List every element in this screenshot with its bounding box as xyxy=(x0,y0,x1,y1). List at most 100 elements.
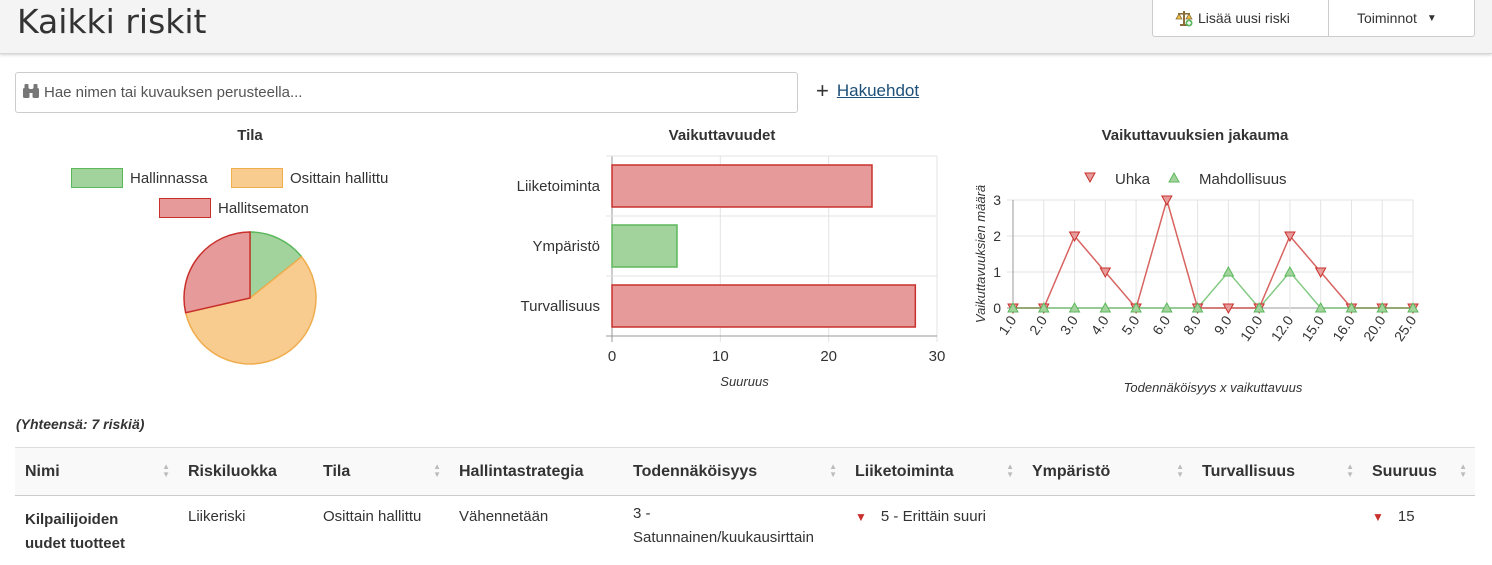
series-point xyxy=(1037,301,1050,313)
risk-safety-cell xyxy=(1192,496,1362,565)
risk-environment-cell xyxy=(1022,496,1192,565)
x-axis-label: Suuruus xyxy=(720,374,769,389)
binoculars-icon xyxy=(22,83,40,103)
x-tick-label: 20 xyxy=(820,348,837,365)
actions-dropdown-button[interactable]: Toiminnot ▼ xyxy=(1329,0,1474,36)
x-tick-label: 9.0 xyxy=(1211,312,1235,337)
series-point xyxy=(1407,301,1419,313)
series-point xyxy=(1284,265,1296,277)
sort-icon: ▲ ▼ xyxy=(1459,462,1467,479)
column-header-name[interactable]: Nimi ▲ ▼ xyxy=(25,462,170,480)
column-header-strategy[interactable]: Hallintastrategia xyxy=(459,462,584,480)
column-header-magnitude[interactable]: Suuruus ▲ ▼ xyxy=(1372,462,1467,480)
series-point xyxy=(1253,301,1266,313)
legend-opportunity-marker xyxy=(1168,171,1180,183)
category-label: Liiketoiminta xyxy=(517,178,601,195)
sort-icon: ▲ ▼ xyxy=(162,462,170,479)
page-header: Kaikki riskit Lisää uusi riski Toiminnot… xyxy=(0,0,1492,54)
legend-label: Osittain hallittu xyxy=(290,169,389,187)
risk-probability-cell: 3 - Satunnainen/kuukausirttain xyxy=(623,496,845,565)
bar-chart-title: Vaikuttavuudet xyxy=(668,127,776,144)
series-point xyxy=(1314,267,1327,279)
legend-item-uncontrolled: Hallitsematon xyxy=(159,198,309,218)
y-tick-label: 3 xyxy=(993,192,1001,208)
risk-class-cell: Liikeriski xyxy=(188,508,246,525)
column-header-status[interactable]: Tila ▲ ▼ xyxy=(323,462,441,480)
sort-icon: ▲ ▼ xyxy=(1176,462,1184,479)
legend-item-controlled: Hallinnassa xyxy=(71,168,208,188)
pie-slice-2 xyxy=(183,231,251,314)
legend-swatch xyxy=(71,168,123,188)
x-tick-label: 20.0 xyxy=(1360,312,1389,344)
column-header-environment[interactable]: Ympäristö ▲ ▼ xyxy=(1032,462,1184,480)
series-point xyxy=(1007,301,1019,313)
series-point xyxy=(1130,301,1142,313)
series-point xyxy=(1068,301,1081,313)
series-point xyxy=(1222,265,1235,277)
pie-slice-0 xyxy=(249,231,303,300)
risk-status-cell: Osittain hallittu xyxy=(323,508,422,525)
column-header-business[interactable]: Liiketoiminta ▲ ▼ xyxy=(855,462,1014,480)
page-title: Kaikki riskit xyxy=(17,2,207,41)
risk-name-cell[interactable]: Kilpailijoiden uudet tuotteet xyxy=(15,496,178,565)
series-point xyxy=(1099,301,1112,313)
scale-icon xyxy=(1175,9,1193,27)
series-point xyxy=(1314,301,1327,313)
threat-triangle-icon: ▼ xyxy=(855,510,867,524)
x-axis-label: Todennäköisyys x vaikuttavuus xyxy=(1124,380,1303,395)
risk-count-summary: (Yhteensä: 7 riskiä) xyxy=(16,416,145,432)
bar-2 xyxy=(611,284,917,328)
x-tick-label: 0 xyxy=(608,348,616,365)
x-tick-label: 30 xyxy=(929,348,946,365)
legend-opportunity-label: Mahdollisuus xyxy=(1199,171,1287,188)
sort-icon: ▲ ▼ xyxy=(1346,462,1354,479)
risk-business-cell: ▼ 5 - Erittäin suuri xyxy=(845,496,1022,565)
bar-1 xyxy=(611,224,678,268)
pie-chart-title: Tila xyxy=(237,127,263,144)
category-label: Ympäristö xyxy=(532,238,600,255)
search-box xyxy=(15,72,798,113)
legend-swatch xyxy=(159,198,211,218)
risk-name-line2[interactable]: uudet tuotteet xyxy=(25,535,125,552)
advanced-search: + Hakuehdot xyxy=(816,80,919,102)
table-row[interactable]: Kilpailijoiden uudet tuotteet Liikeriski… xyxy=(15,496,1475,565)
x-tick-label: 5.0 xyxy=(1118,312,1142,337)
series-line-0 xyxy=(1013,197,1413,310)
x-tick-label: 15.0 xyxy=(1298,312,1327,344)
actions-label: Toiminnot xyxy=(1357,10,1417,26)
x-tick-label: 25.0 xyxy=(1391,312,1420,344)
sort-icon: ▲ ▼ xyxy=(829,462,837,479)
risk-magnitude-cell: ▼ 15 xyxy=(1362,496,1475,565)
column-header-safety[interactable]: Turvallisuus ▲ ▼ xyxy=(1202,462,1354,480)
column-header-class[interactable]: Riskiluokka xyxy=(188,462,277,480)
add-risk-button[interactable]: Lisää uusi riski xyxy=(1153,0,1329,36)
series-point xyxy=(1160,301,1173,313)
table-header-row: Nimi ▲ ▼ Riskiluokka Tila ▲ ▼ Hallintastrate… xyxy=(15,447,1475,496)
x-tick-label: 12.0 xyxy=(1268,312,1297,344)
risk-name-line1[interactable]: Kilpailijoiden xyxy=(25,511,119,528)
legend-label: Hallitsematon xyxy=(218,199,309,217)
magnitude-value: 15 xyxy=(1397,508,1415,525)
x-tick-label: 2.0 xyxy=(1026,312,1050,337)
series-point xyxy=(1345,301,1358,313)
column-header-probability[interactable]: Todennäköisyys ▲ ▼ xyxy=(633,462,837,480)
x-tick-label: 8.0 xyxy=(1180,312,1204,337)
x-tick-label: 10.0 xyxy=(1237,312,1266,344)
search-input[interactable] xyxy=(44,84,764,101)
impact-distribution-line-chart: Uhka Mahdollisuus 0 1 2 3 1.0 2.0 3.0 4.0 5.0 6.0 8.… xyxy=(973,171,1420,395)
series-point xyxy=(1160,195,1173,207)
advanced-search-link[interactable]: Hakuehdot xyxy=(836,81,920,100)
risks-table: Nimi ▲ ▼ Riskiluokka Tila ▲ ▼ Hallintastrate… xyxy=(15,447,1475,565)
risk-strategy-cell: Vähennetään xyxy=(459,508,549,525)
y-tick-label: 2 xyxy=(993,228,1001,244)
legend-swatch xyxy=(231,168,283,188)
plus-icon: + xyxy=(816,78,829,103)
sort-icon: ▲ ▼ xyxy=(1006,462,1014,479)
bar-0 xyxy=(611,164,873,208)
x-tick-label: 3.0 xyxy=(1057,312,1081,337)
impacts-bar-chart: 0 10 20 30 Liiketoiminta Ympäristö Turvallisuu… xyxy=(517,155,946,389)
series-point xyxy=(1376,301,1389,313)
status-pie-chart xyxy=(183,231,317,365)
x-tick-label: 1.0 xyxy=(995,312,1019,337)
series-point xyxy=(1284,231,1296,243)
